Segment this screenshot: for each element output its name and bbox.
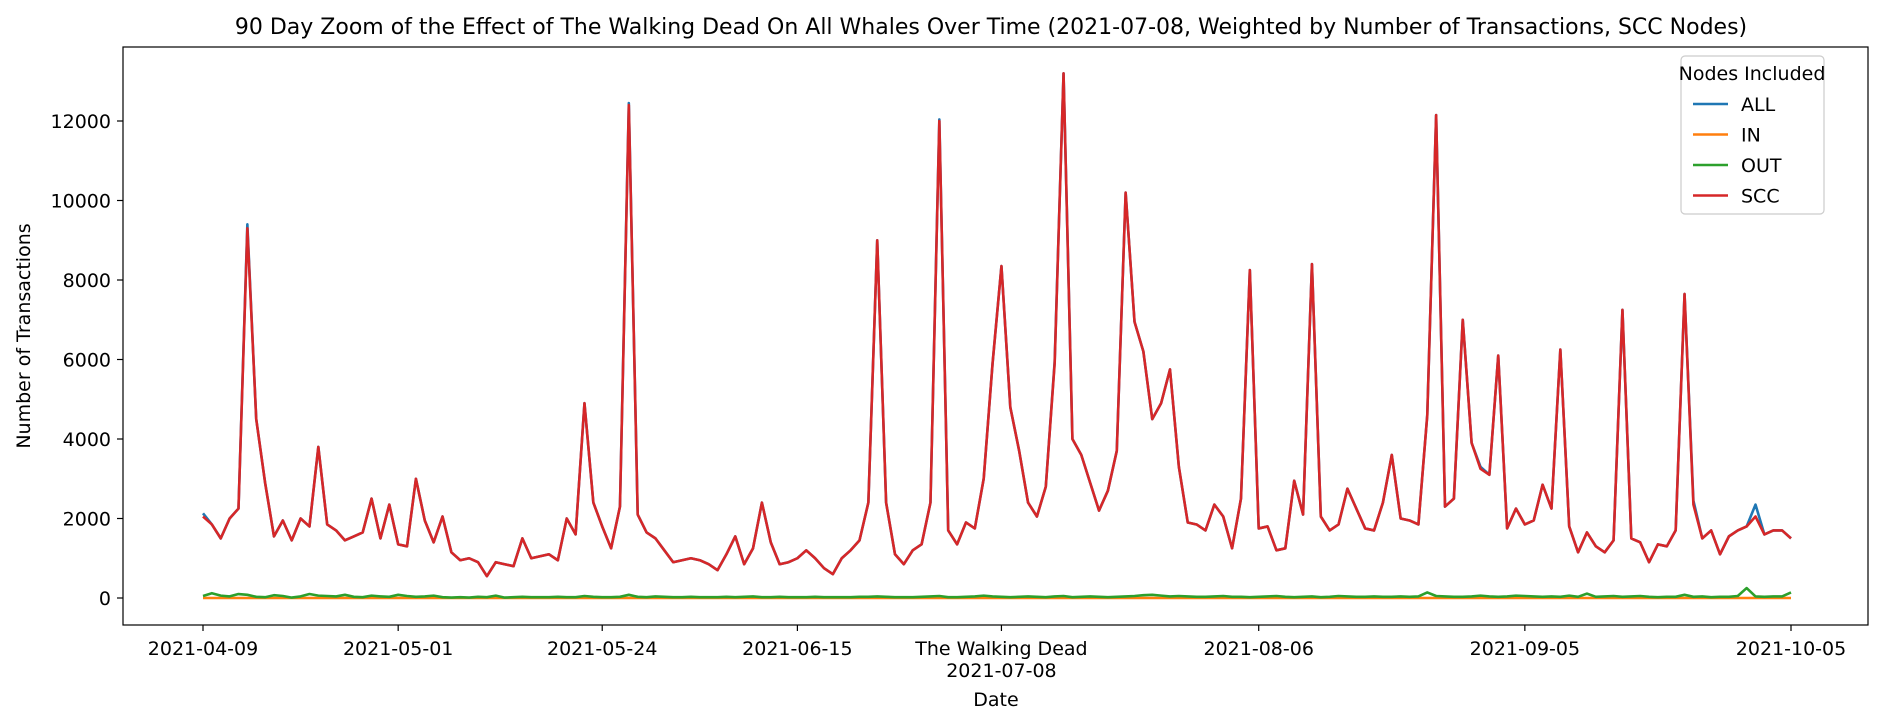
series-line-out — [202, 586, 1792, 599]
legend: Nodes Included ALL IN OUT SCC — [1679, 55, 1826, 215]
x-tick-label: 2021-09-05 — [1470, 638, 1580, 660]
series-layer — [201, 72, 1792, 600]
x-tick-label: 2021-06-15 — [742, 638, 852, 660]
x-tick-label: 2021-07-08 — [946, 660, 1056, 682]
legend-box — [1680, 55, 1825, 215]
y-tick-label: 0 — [99, 588, 111, 610]
y-tick-label: 12000 — [51, 111, 111, 133]
legend-label-all: ALL — [1741, 94, 1776, 116]
y-tick-label: 8000 — [63, 270, 111, 292]
legend-label-scc: SCC — [1741, 186, 1780, 208]
plot-area — [122, 46, 1869, 626]
chart-title: 90 Day Zoom of the Effect of The Walking… — [235, 15, 1747, 40]
x-tick-label: 2021-05-24 — [547, 638, 657, 660]
y-tick-label: 6000 — [63, 350, 111, 372]
event-label: The Walking Dead — [914, 638, 1087, 660]
x-tick-label: 2021-05-01 — [343, 638, 453, 660]
legend-label-in: IN — [1741, 125, 1761, 147]
x-tick-label: 2021-04-09 — [148, 638, 258, 660]
x-axis: 2021-04-09 2021-05-01 2021-05-24 2021-06-15… — [148, 625, 1846, 682]
legend-label-out: OUT — [1741, 155, 1782, 177]
y-tick-label: 2000 — [63, 509, 111, 531]
y-axis-label: Number of Transactions — [13, 223, 35, 448]
x-axis-label: Date — [973, 689, 1018, 711]
x-tick-label: 2021-08-06 — [1203, 638, 1313, 660]
y-tick-label: 10000 — [51, 191, 111, 213]
legend-title: Nodes Included — [1679, 63, 1826, 85]
series-line-scc — [202, 72, 1792, 578]
y-tick-label: 4000 — [63, 429, 111, 451]
legend-items: ALL IN OUT SCC — [1693, 94, 1782, 208]
x-tick-label: 2021-10-05 — [1736, 638, 1846, 660]
y-axis: 0 2000 4000 6000 8000 10000 12000 — [51, 111, 123, 610]
